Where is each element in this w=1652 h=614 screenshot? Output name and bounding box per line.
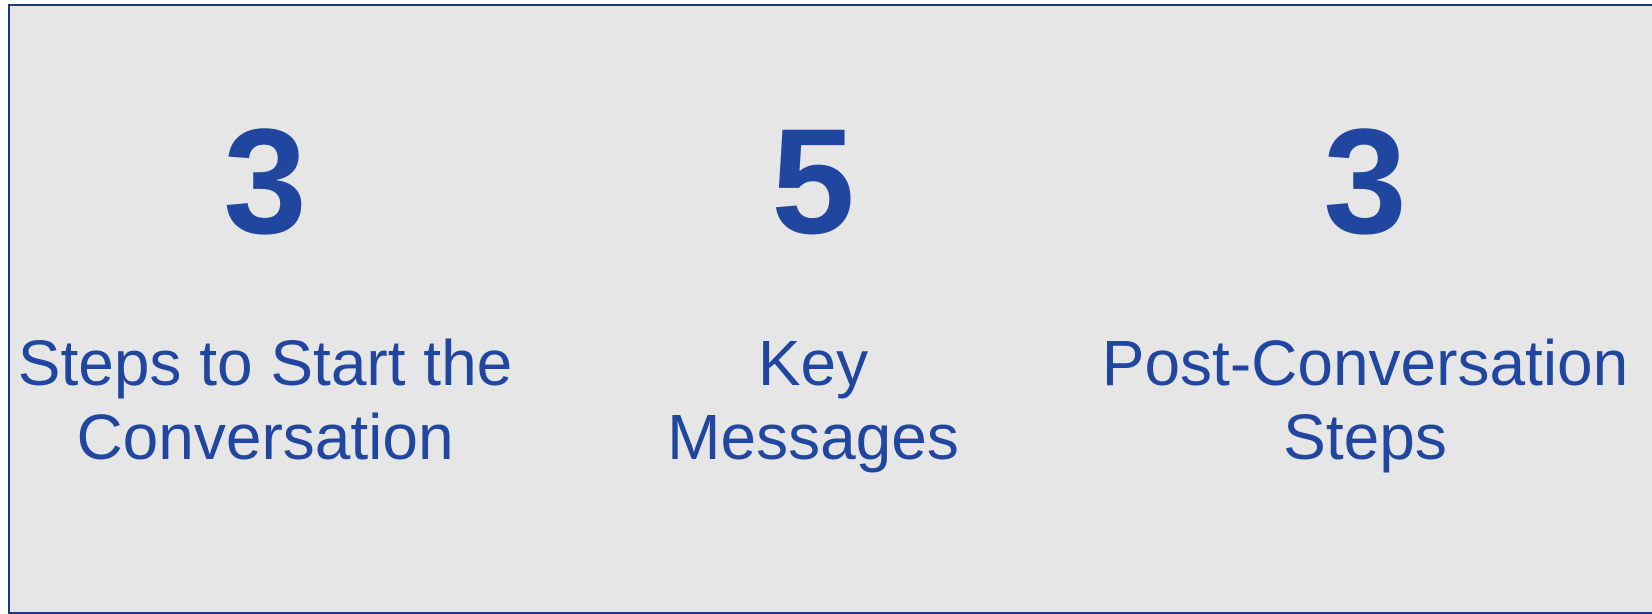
label-line: Messages [667,401,959,473]
stat-label: Post-Conversation Steps [1085,326,1645,474]
label-line: Steps to Start the [17,327,513,399]
stat-label: Steps to Start the Conversation [0,326,545,474]
stat-number: 5 [771,97,855,265]
label-line: Key [757,327,869,399]
label-line: Post-Conversation [1101,327,1629,399]
stat-number: 3 [223,97,307,265]
stats-panel: 3 Steps to Start the Conversation 5 Key Messa… [8,4,1652,614]
stat-number: 3 [1323,97,1407,265]
page: {"stats": [ {"number": 3, "label_lines":… [8,4,1652,614]
label-line: Steps [1283,401,1447,473]
stat-label: Key Messages [533,326,1093,474]
label-line: Conversation [76,401,454,473]
